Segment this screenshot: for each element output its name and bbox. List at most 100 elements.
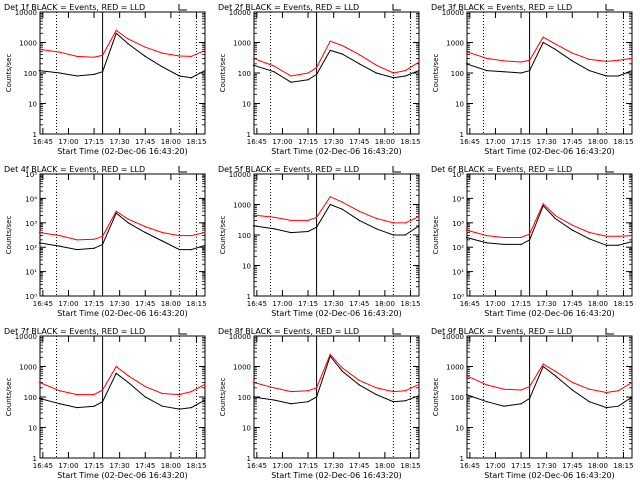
x-tick-label: 18:15 [186,138,206,146]
x-tick-label: 18:15 [613,138,633,146]
data-point [59,403,61,405]
data-point [375,387,377,389]
data-point [617,59,619,61]
x-tick-label: 18:00 [375,138,395,146]
data-point [252,214,255,216]
data-point [375,72,377,74]
data-point [375,217,377,220]
data-point [358,384,360,386]
y-tick-label: 10² [25,244,37,252]
series-line-lld [466,202,633,238]
data-point [307,401,309,403]
data-point [273,228,275,230]
y-axis-label: Counts/sec [5,378,13,417]
data-point [528,233,531,235]
data-point [571,224,573,226]
data-point [520,403,522,405]
legend-mark [178,4,187,11]
y-axis-label: Counts/sec [219,54,227,93]
data-point [204,399,206,401]
data-point [392,234,394,236]
data-point [101,54,104,56]
data-point [144,385,146,388]
data-point [486,69,488,72]
x-tick-label: 17:00 [485,300,505,308]
data-point [307,72,309,74]
x-tick-label: 17:00 [58,138,78,146]
data-point [465,229,468,231]
data-point [307,390,309,392]
x-axis-label: Start Time (02-Dec-06 16:43:20) [271,309,402,318]
data-point [76,406,78,409]
x-tick-label: 18:00 [588,462,608,470]
x-tick-label: 18:15 [400,462,420,470]
chart-title: Det 2f BLACK = Events, RED = LLD [218,3,359,12]
data-point [101,389,104,391]
x-tick-label: 18:00 [588,300,608,308]
y-tick-label: 10¹ [452,269,464,277]
x-tick-label: 16:45 [247,462,267,470]
x-tick-label: 17:15 [84,300,104,308]
data-point [486,384,488,386]
series-line-lld [253,40,420,77]
data-point [329,196,331,198]
x-axis-label: Start Time (02-Dec-06 16:43:20) [484,471,615,480]
data-point [520,72,522,74]
x-tick-label: 17:30 [537,300,557,308]
x-axis-label: Start Time (02-Dec-06 16:43:20) [57,471,188,480]
x-tick-label: 18:15 [400,300,420,308]
data-point [76,55,78,58]
legend-mark [392,166,401,173]
data-point [631,240,633,243]
data-point [115,212,117,214]
series-line-lld [253,353,420,393]
y-tick-label: 10 [242,425,251,433]
x-tick-label: 18:00 [161,300,181,308]
data-point [465,375,468,377]
data-point [93,405,95,407]
data-point [404,400,406,402]
y-tick-label: 10 [242,263,251,271]
chart-panel: Det 7f BLACK = Events, RED = LLD 1 10 100 10… [4,327,207,480]
data-point [127,38,129,40]
data-point [59,72,61,74]
data-point [127,218,129,220]
data-point [190,234,192,237]
data-point [486,242,488,244]
x-tick-label: 17:15 [298,300,318,308]
plot-frame [466,335,633,459]
x-tick-label: 17:00 [272,300,292,308]
data-point [542,365,544,368]
data-point [38,381,41,384]
data-point [617,235,619,237]
data-point [358,219,360,222]
y-tick-label: 10¹ [25,269,37,277]
x-axis-label: Start Time (02-Dec-06 16:43:20) [271,147,402,156]
data-point [404,75,406,77]
y-tick-label: 10000 [229,171,251,179]
data-point [329,49,331,52]
y-tick-label: 10⁵ [25,171,37,179]
data-point [59,234,61,237]
data-point [358,63,360,65]
data-point [273,216,275,218]
data-point [190,391,192,393]
data-point [290,75,292,77]
data-point [178,248,180,251]
data-point [252,57,255,60]
data-point [115,29,117,31]
x-tick-label: 17:45 [349,462,369,470]
x-tick-label: 17:45 [135,300,155,308]
data-point [93,247,95,249]
x-tick-label: 16:45 [33,138,53,146]
x-tick-label: 17:30 [110,300,130,308]
legend-mark [392,328,401,335]
data-point [290,391,292,393]
data-point [404,390,406,392]
data-point [101,401,104,403]
data-point [617,75,619,77]
y-tick-label: 10⁴ [25,195,37,203]
data-point [486,401,488,403]
y-tick-label: 1 [247,131,251,139]
data-point [631,381,633,384]
